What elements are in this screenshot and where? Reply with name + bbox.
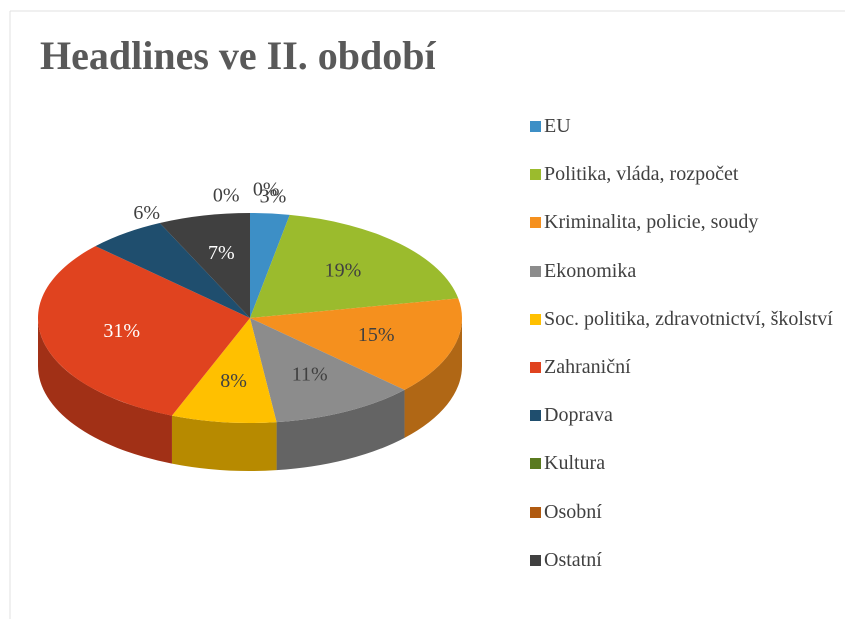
pie-side [404,318,462,438]
legend-swatch [530,121,541,132]
data-label: 0% [213,184,240,206]
data-label: 8% [220,370,247,392]
data-label: 3% [260,185,287,207]
legend-label: Soc. politika, zdravotnictví, školství [544,307,833,330]
legend-label: Kultura [544,452,606,475]
pie-slice [250,318,405,423]
pie-slice [95,222,250,318]
legend-item: EU [530,115,840,137]
legend-label: EU [544,115,571,137]
legend-item: Kriminalita, policie, soudy [530,211,840,233]
legend-label: Kriminalita, policie, soudy [544,211,759,234]
legend-label: Doprava [544,404,613,427]
legend-swatch [530,458,541,470]
data-label: 19% [325,260,362,282]
pie-side [37,318,172,464]
legend-item: Zahraniční [530,356,840,378]
legend-item: Doprava [530,404,840,426]
data-label: 11% [292,364,328,386]
legend-swatch [530,362,541,373]
data-label: 7% [208,242,235,264]
legend-swatch [530,506,541,518]
legend-label: Osobní [544,500,602,523]
chart-title: Headlines ve II. období [40,33,437,78]
data-label: 6% [133,202,160,224]
legend-label: Ostatní [544,548,602,571]
pie-side [276,389,405,471]
data-label: 0% [253,178,280,200]
legend-swatch [530,169,541,181]
legend-item: Osobní [530,501,840,523]
pie-slice [250,214,459,318]
legend-item: Kultura [530,452,840,474]
legend-item: Politika, vláda, rozpočet [530,163,840,185]
pie-side [171,415,277,471]
legend-swatch [530,554,541,566]
legend-label: Ekonomika [544,259,637,282]
legend-swatch [530,265,541,277]
pie-slice [171,318,277,423]
legend-label: Zahraniční [544,356,631,378]
data-label: 15% [358,324,395,346]
legend-label: Politika, vláda, rozpočet [544,163,739,186]
legend-swatch [530,313,541,325]
pie-slice [250,298,462,390]
legend-swatch [530,410,541,422]
legend-item: Soc. politika, zdravotnictví, školství [530,308,840,330]
legend-swatch [530,217,541,229]
legend-item: Ekonomika [530,260,840,282]
legend-item: Ostatní [530,549,840,571]
pie-slice [159,213,250,318]
pie-slice [37,246,251,416]
pie-slice [250,213,290,318]
data-label: 31% [103,320,140,342]
